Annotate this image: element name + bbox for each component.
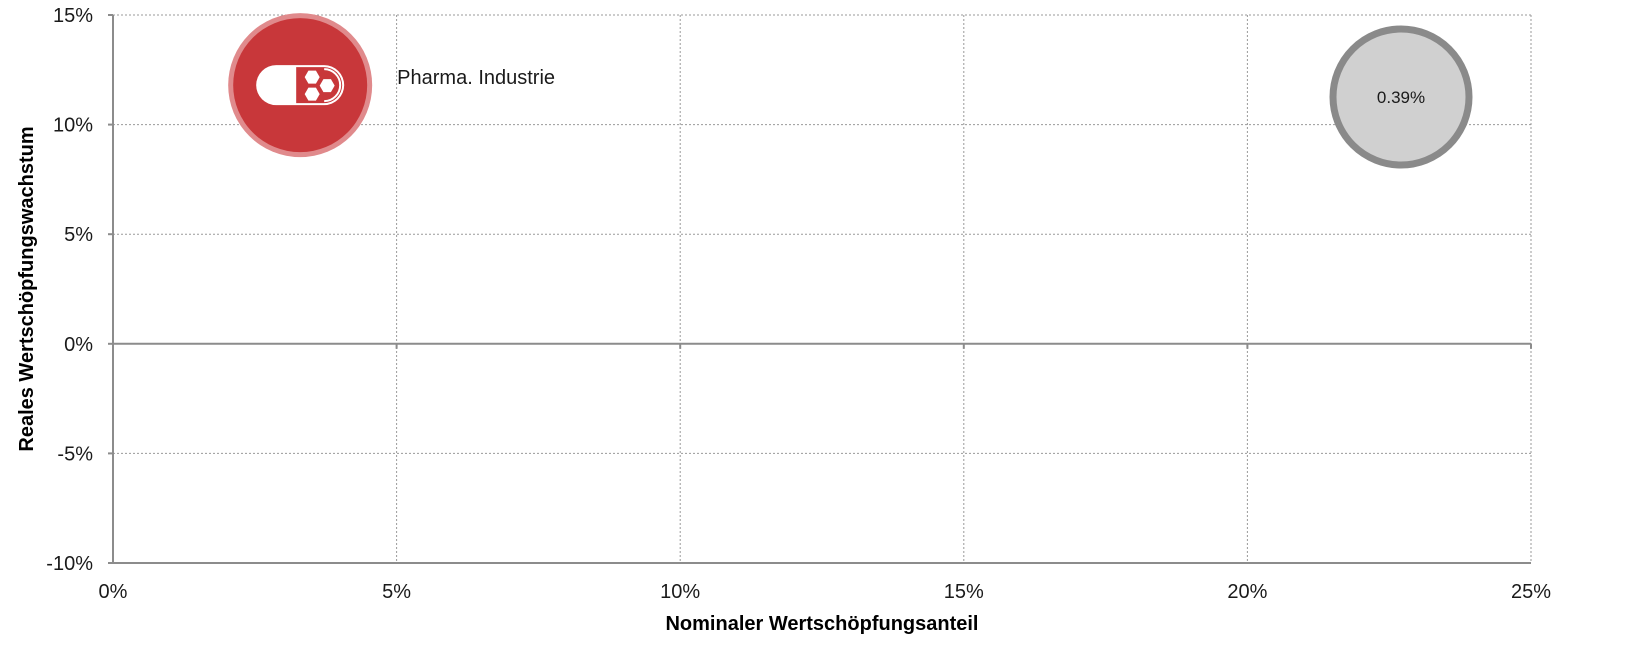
bubble-point: Pharma. Industrie <box>228 13 555 158</box>
x-tick-label: 5% <box>382 581 411 603</box>
y-axis-title: Reales Wertschöpfungswachstum <box>16 126 38 451</box>
y-tick-label: -5% <box>57 443 93 465</box>
size-legend: 0.39% <box>1329 25 1473 169</box>
size-legend-label: 0.39% <box>1377 88 1425 107</box>
size-legend-bubble <box>1329 25 1473 169</box>
point-label: Pharma. Industrie <box>397 67 555 89</box>
y-tick-label: -10% <box>46 553 93 575</box>
x-tick-label: 10% <box>660 581 700 603</box>
pill-capsule-icon <box>256 65 345 106</box>
data-points: Pharma. Industrie <box>228 13 555 158</box>
y-tick-label: 0% <box>64 334 93 356</box>
x-tick-label: 15% <box>944 581 984 603</box>
y-tick-label: 15% <box>53 5 93 27</box>
y-tick-label: 10% <box>53 115 93 137</box>
x-tick-label: 25% <box>1511 581 1551 603</box>
x-tick-label: 20% <box>1227 581 1267 603</box>
y-tick-label: 5% <box>64 224 93 246</box>
axes <box>108 14 1532 564</box>
tick-labels: -10% -5% 0% 5% 10% 15% 0% 5% 10% 15% 20% 25% <box>46 5 1551 603</box>
x-axis-title: Nominaler Wertschöpfungsanteil <box>665 613 978 635</box>
x-tick-label: 0% <box>99 581 128 603</box>
